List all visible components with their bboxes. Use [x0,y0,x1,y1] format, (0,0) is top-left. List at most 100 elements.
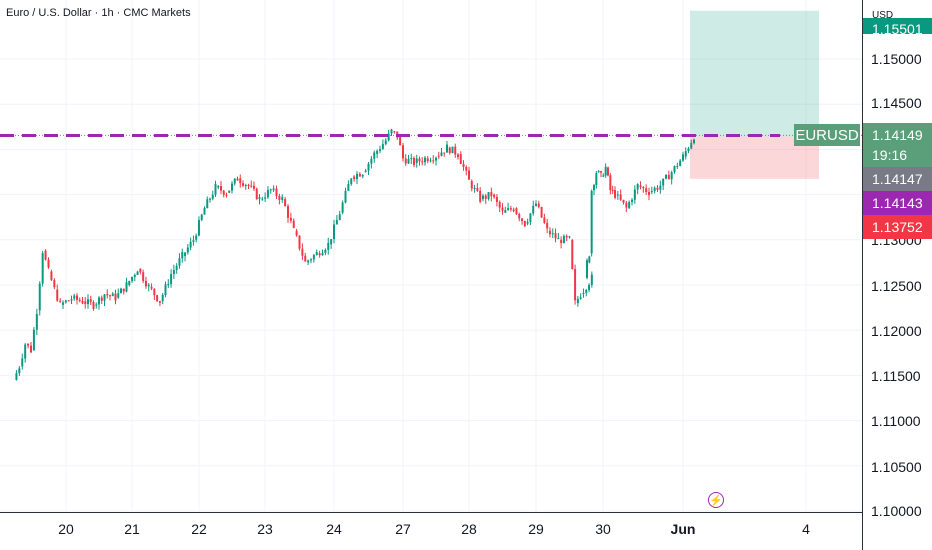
last-price-tag: 1.14149 19:16 [863,123,932,167]
time-tick: 30 [595,521,611,537]
candle-up [440,152,443,156]
candle-down [402,145,404,159]
candle-down [250,185,253,187]
candle-up [585,289,588,293]
candle-up [186,247,189,253]
candle-up [504,210,507,213]
candle-up [551,233,554,235]
candle-down [639,185,642,188]
candle-down [498,201,501,208]
candle-up [576,298,579,304]
candle-down [609,175,612,190]
candle-down [546,222,549,229]
candle-up [217,186,220,188]
candle-down [642,187,645,189]
candle-up [209,198,211,200]
candle-down [459,153,462,165]
price-tick: 1.12500 [871,278,922,294]
candle-down [358,173,361,177]
lightning-icon[interactable]: ⚡ [708,492,724,508]
candle-up [178,258,181,266]
candle-down [493,194,496,198]
candle-up [595,173,598,186]
price-tick: 1.11500 [871,368,921,384]
candle-down [540,207,543,218]
price-tick: 1.11000 [871,413,921,429]
candle-down [156,295,159,302]
candle-up [330,239,333,245]
candle-up [35,313,38,330]
candle-up [327,242,330,250]
candle-down [100,297,103,301]
candle-down [448,147,451,154]
candle-up [390,129,393,134]
candle-up [24,344,27,359]
candle-down [619,194,622,200]
candle-up [367,163,370,171]
last-price: 1.14149 [872,127,923,143]
candle-up [347,184,350,191]
candle-down [142,272,145,281]
candle-down [490,192,493,197]
candle-down [220,186,222,191]
candle-down [600,171,602,173]
candle-up [361,174,364,177]
symbol-label: EURUSD [794,124,860,146]
candle-down [574,268,577,301]
candle-up [184,252,187,257]
candle-down [301,248,304,256]
candle-down [421,161,424,163]
candle-down [27,343,30,346]
candle-up [424,157,426,163]
candle-down [225,194,228,196]
candle-down [515,208,518,215]
candle-up [364,170,367,172]
candle-up [73,295,76,299]
candle-down [78,299,81,301]
candle-up [435,157,437,161]
candle-down [468,170,470,180]
currency-label[interactable]: USD [872,9,894,21]
candle-up [387,133,390,141]
time-tick-month: Jun [670,521,696,537]
candle-up [125,282,128,292]
candle-up [206,199,209,209]
candle-down [418,158,421,162]
candle-up [526,221,529,224]
candle-up [446,144,448,153]
candle-down [50,271,53,281]
candle-up [602,175,605,177]
price-tick: 1.14500 [871,95,922,111]
candle-up [200,214,203,220]
candle-down [114,293,117,301]
candle-down [476,187,479,191]
candle-up [693,139,695,144]
candle-down [106,294,109,296]
candle-down [76,295,78,300]
candle-up [568,236,571,238]
candle-up [197,219,200,236]
candle-down [648,191,650,196]
candle-down [318,253,321,256]
candle-down [253,185,255,189]
candle-down [56,289,59,301]
candle-down [289,217,292,221]
candle-up [192,240,195,242]
time-tick: 22 [191,521,207,537]
candle-up [264,197,267,199]
candle-down [537,203,540,208]
candle-down [275,188,278,196]
candle-up [195,235,198,240]
candle-down [625,202,628,208]
candle-up [21,358,24,367]
candle-up [379,149,381,151]
candle-up [384,140,387,145]
price-tick: 1.15000 [871,51,922,67]
candle-down [501,207,504,211]
candle-down [53,280,56,288]
candle-up [38,283,41,311]
candle-up [684,151,687,157]
candle-up [70,299,73,301]
